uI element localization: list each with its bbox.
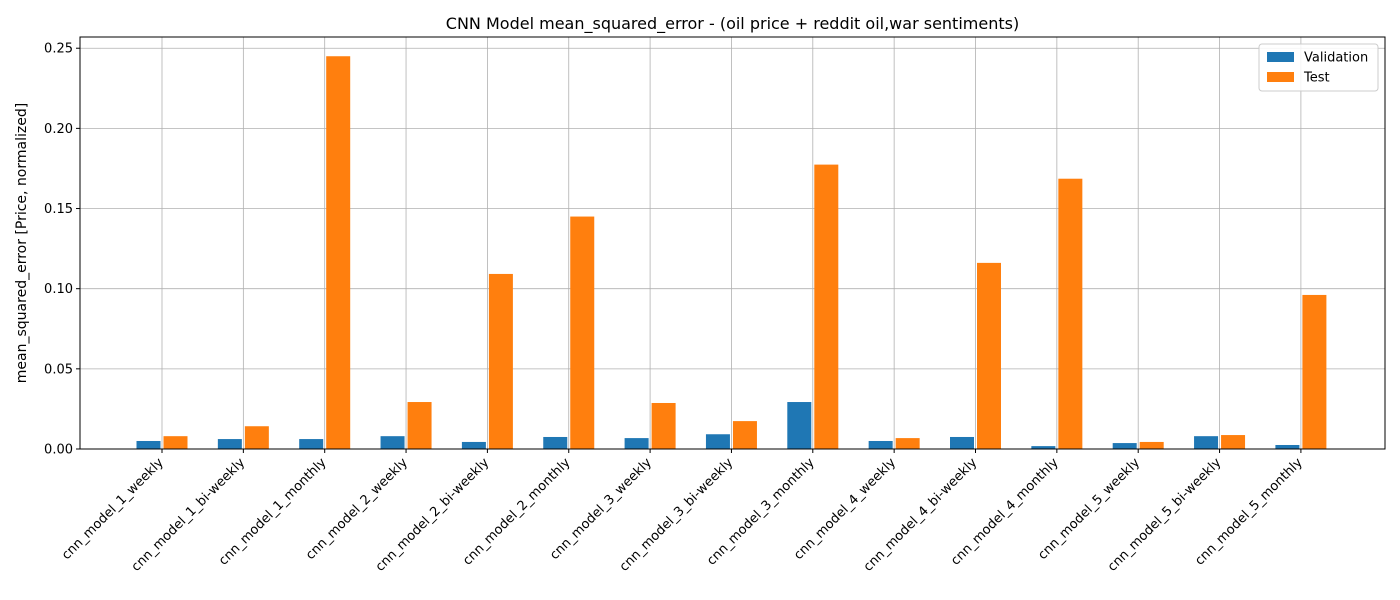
bar-test: [651, 402, 676, 449]
bar-validation: [299, 439, 324, 449]
bars-layer: [136, 56, 1327, 449]
ticks-layer: 0.000.050.100.150.200.25cnn_model_1_week…: [44, 42, 1306, 575]
y-tick-label: 0.25: [44, 42, 73, 57]
bar-test: [1139, 441, 1164, 449]
bar-test: [570, 216, 595, 449]
bar-test: [244, 426, 269, 449]
y-tick-label: 0.05: [44, 362, 73, 377]
bar-test: [163, 436, 188, 449]
bar-test: [1058, 178, 1083, 449]
legend-label: Validation: [1304, 51, 1368, 66]
bar-validation: [217, 439, 242, 449]
bar-validation: [950, 436, 974, 449]
legend-swatch: [1267, 52, 1294, 62]
y-tick-label: 0.10: [44, 282, 73, 297]
bar-validation: [1031, 446, 1056, 449]
bar-test: [1221, 435, 1246, 449]
legend: Validation Test: [1258, 43, 1379, 92]
bar-test: [732, 421, 757, 449]
bar-test: [326, 56, 351, 449]
y-tick-label: 0.00: [44, 443, 73, 458]
bar-test: [488, 273, 513, 449]
bar-validation: [1194, 436, 1219, 449]
bar-test: [977, 262, 1001, 449]
plot-frame: [79, 36, 1386, 450]
bar-validation: [136, 440, 161, 449]
bar-validation: [1112, 443, 1137, 449]
bar-validation: [787, 402, 812, 449]
bar-validation: [1275, 444, 1300, 449]
legend-label: Test: [1303, 71, 1330, 86]
bar-validation: [461, 441, 486, 449]
y-tick-label: 0.20: [44, 122, 73, 137]
bar-test: [895, 438, 920, 449]
bar-test: [1302, 294, 1327, 449]
y-tick-label: 0.15: [44, 202, 73, 217]
bar-validation: [543, 436, 568, 449]
chart-title: CNN Model mean_squared_error - (oil pric…: [446, 14, 1019, 34]
bar-validation: [624, 438, 649, 449]
y-axis-title: mean_squared_error [Price, normalized]: [14, 103, 30, 383]
bar-validation: [868, 440, 893, 449]
bar-validation: [705, 434, 730, 449]
bar-test: [814, 164, 839, 449]
bar-test: [407, 402, 432, 449]
legend-swatch: [1267, 72, 1294, 82]
bar-validation: [380, 436, 405, 449]
grid-layer: [80, 37, 1385, 450]
